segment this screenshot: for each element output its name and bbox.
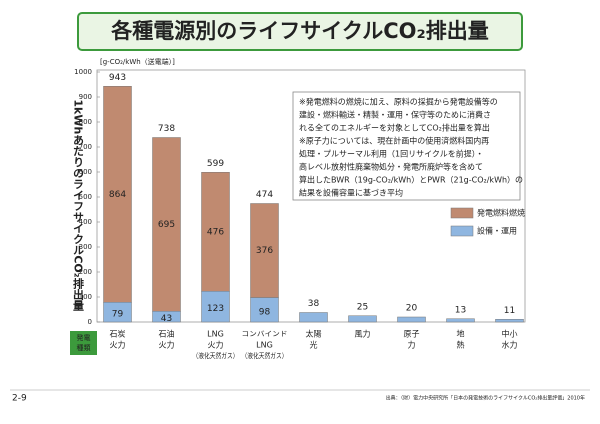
legend-swatch	[450, 207, 474, 219]
y-tick-label: 900	[79, 93, 92, 101]
y-tick-label: 700	[79, 143, 92, 151]
x-tick-label: 火力	[110, 340, 126, 350]
y-tick-label: 400	[79, 218, 92, 226]
bar-value-label: 476	[207, 227, 224, 237]
total-label: 943	[109, 73, 126, 83]
x-tick-label: 火力	[208, 340, 224, 350]
legend-label: 発電燃料燃焼	[477, 208, 525, 218]
bar-segment	[348, 315, 377, 323]
bar-segment	[397, 316, 426, 323]
bar-segment	[250, 203, 279, 298]
source: 出典：（財）電力中央研究所「日本の発電技術のライフサイクルCO₂排出量評価」20…	[386, 395, 585, 402]
x-tick-label: 風力	[355, 329, 371, 339]
bar-segment	[152, 137, 181, 312]
y-tick-label: 500	[79, 193, 92, 201]
x-tick-label: 原子	[404, 330, 420, 339]
page-number: 2-9	[12, 394, 27, 404]
note-line: ※原子力については、現在計画中の使用済燃料国内再	[299, 136, 489, 146]
note-box	[292, 91, 521, 201]
x-tick-label: LNG	[207, 330, 224, 339]
total-label: 20	[406, 304, 418, 314]
note-line: 算出したBWR（19g-CO₂/kWh）とPWR（21g-CO₂/kWh）の	[299, 175, 523, 185]
category-axis-label: 種類	[77, 343, 91, 352]
x-tick-label: 中小	[502, 329, 518, 339]
y-tick-label: 800	[79, 118, 92, 126]
note-line: ※発電燃料の燃焼に加え、原料の採掘から発電設備等の	[299, 97, 498, 107]
x-tick-label: 石油	[159, 329, 175, 339]
bar-segment	[201, 172, 230, 292]
y-tick-label: 600	[79, 168, 92, 176]
x-tick-label: （液化天然ガス）	[193, 351, 239, 360]
note-line: れる全てのエネルギーを対象としてCO₂排出量を算出	[299, 123, 490, 133]
bar-value-label: 123	[207, 304, 224, 314]
y-axis-label: 1kWhあたりのライフサイクルCO₂排出量	[72, 99, 85, 310]
bar-value-label: 98	[259, 307, 271, 317]
x-tick-label: 力	[408, 340, 416, 350]
x-tick-label: LNG	[256, 341, 273, 350]
bar-segment	[250, 297, 279, 323]
x-tick-label: 熱	[457, 340, 465, 350]
x-tick-label: 光	[310, 340, 318, 350]
x-tick-label: 水力	[502, 340, 518, 350]
x-tick-label: 石炭	[110, 330, 126, 339]
note-line: 結果を設備容量に基づき平均	[299, 188, 403, 198]
bar-segment	[446, 318, 475, 323]
x-tick-label: 地	[457, 329, 465, 339]
x-tick-label: コンバインド	[242, 330, 288, 338]
bar-segment	[299, 312, 328, 323]
note-line: 高レベル放射性廃棄物処分・発電所廃炉等を含めて	[299, 162, 483, 172]
title-box	[77, 12, 523, 51]
bar-value-label: 376	[256, 246, 273, 256]
total-label: 38	[308, 299, 320, 309]
bar-value-label: 695	[158, 220, 175, 230]
bar-value-label: 864	[109, 190, 126, 200]
total-label: 11	[504, 306, 515, 316]
total-label: 25	[357, 302, 368, 312]
y-tick-label: 0	[88, 318, 92, 326]
bar-segment	[495, 319, 524, 323]
x-tick-label: 太陽	[306, 329, 322, 339]
note-line: 建設・燃料輸送・精製・運用・保守等のために消費さ	[299, 110, 491, 120]
bar-value-label: 79	[112, 310, 124, 320]
total-label: 13	[455, 305, 466, 315]
y-tick-label: 100	[79, 293, 92, 301]
chart-title: 各種電源別のライフサイクルCO₂排出量	[110, 19, 488, 43]
total-label: 738	[158, 124, 175, 134]
unit-label: [g-CO₂/kWh（送電端）]	[100, 57, 175, 66]
y-tick-label: 1000	[74, 68, 92, 76]
y-tick-label: 300	[79, 243, 92, 251]
bar-segment	[103, 86, 132, 303]
total-label: 599	[207, 159, 224, 169]
legend-swatch	[450, 225, 474, 237]
x-tick-label: 火力	[159, 340, 175, 350]
total-label: 474	[256, 190, 273, 200]
y-tick-label: 200	[79, 268, 92, 276]
x-tick-label: （液化天然ガス）	[242, 351, 288, 360]
category-axis-label: 発電	[77, 333, 91, 342]
note-line: 処理・プルサーマル利用（1回リサイクルを前提）・	[299, 149, 484, 159]
category-axis-box	[70, 331, 97, 355]
legend-label: 設備・運用	[477, 226, 517, 236]
bar-value-label: 43	[161, 314, 172, 324]
